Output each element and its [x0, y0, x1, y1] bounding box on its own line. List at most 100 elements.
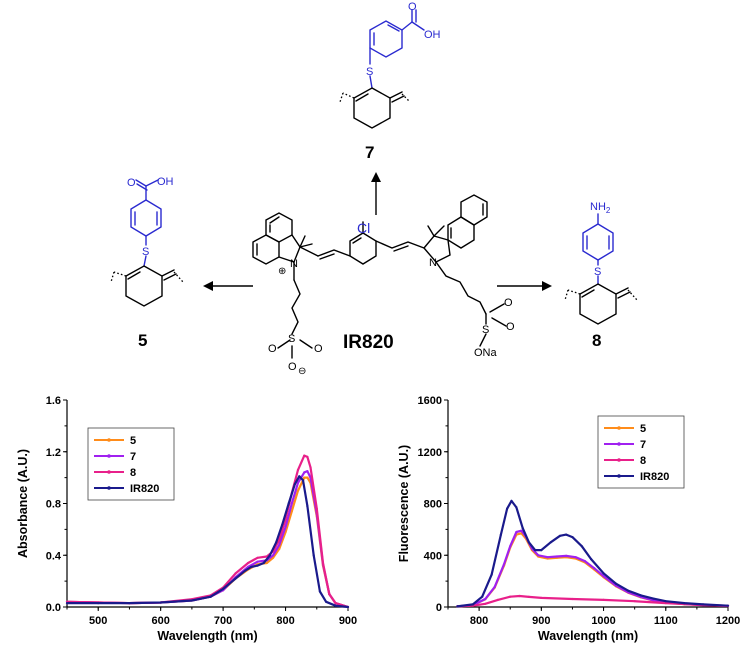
x-tick-label: 900 [339, 615, 357, 627]
data-point [209, 595, 212, 598]
data-point [549, 541, 552, 544]
legend-marker [617, 426, 621, 430]
o-atom-right-2: O [504, 297, 513, 309]
plus-charge: ⊕ [278, 266, 286, 277]
data-point [312, 554, 315, 557]
reaction-arrows [203, 172, 552, 291]
data-point [243, 569, 247, 572]
data-point [303, 476, 306, 479]
c5-o-atom: O [127, 177, 136, 189]
data-point [633, 600, 636, 603]
x-tick-label: 1200 [716, 615, 740, 627]
data-point [325, 600, 328, 603]
s-atom-right: S [482, 324, 489, 336]
n-plus-atom: N [290, 258, 298, 270]
c7-o-atom: O [408, 1, 417, 13]
data-point [602, 598, 605, 601]
data-point [520, 529, 523, 532]
x-tick-label: 1100 [654, 615, 678, 627]
series-line-7 [457, 529, 729, 608]
data-point [521, 527, 524, 530]
data-point [518, 594, 521, 598]
data-point [574, 556, 577, 559]
ir820-label: IR820 [343, 332, 394, 353]
data-point [506, 507, 509, 510]
legend-marker [107, 486, 111, 490]
data-point [278, 543, 281, 546]
c8-nh2-group: NH2 [590, 201, 611, 215]
c7-oh-group: OH [424, 29, 441, 41]
legend-label: 8 [640, 455, 646, 467]
data-point [583, 560, 586, 563]
data-point [65, 602, 69, 605]
data-point [509, 545, 512, 548]
data-point [97, 602, 100, 605]
data-point [614, 582, 618, 585]
data-point [702, 603, 705, 606]
data-point [471, 603, 474, 606]
x-tick-label: 600 [151, 615, 169, 627]
o-atom-left-1: O [268, 343, 277, 355]
y-tick-label: 1200 [418, 447, 442, 459]
data-point [346, 605, 350, 609]
data-point [290, 510, 293, 513]
legend-marker [107, 454, 111, 458]
legend-marker [107, 438, 111, 442]
data-point [664, 600, 667, 603]
data-point [281, 523, 284, 526]
data-point [565, 533, 568, 536]
data-point [515, 506, 518, 509]
data-point [278, 547, 281, 550]
data-point [484, 597, 487, 601]
y-tick-label: 0.0 [46, 602, 61, 614]
data-point [234, 572, 237, 575]
data-point [268, 554, 271, 557]
legend-label: 7 [640, 439, 646, 451]
data-point [496, 598, 499, 601]
y-tick-label: 800 [424, 499, 442, 511]
data-point [571, 597, 574, 601]
data-point [502, 563, 506, 566]
data-point [296, 481, 300, 484]
data-point [265, 561, 268, 565]
compound-5-label: 5 [138, 331, 147, 350]
y-axis-title: Absorbance (A.U.) [16, 449, 30, 558]
data-point [321, 561, 325, 565]
data-point [602, 575, 605, 578]
data-point [272, 554, 275, 557]
c8-nh-text: NH [590, 201, 606, 213]
y-tick-label: 0.4 [46, 550, 62, 562]
y-tick-label: 1.6 [46, 395, 61, 407]
data-point [290, 502, 293, 505]
legend-marker [107, 470, 111, 474]
y-tick-label: 0.8 [46, 499, 61, 511]
data-point [456, 605, 459, 608]
data-point [509, 595, 512, 598]
data-point [590, 558, 593, 561]
data-point [272, 556, 275, 559]
data-point [262, 561, 265, 565]
fluorescence-chart: 800 900 1000 1100 1200 0 400 800 1200 1600 Wavelen… [397, 395, 740, 643]
data-point [540, 596, 543, 599]
data-point [190, 599, 193, 602]
compound-7-label: 7 [365, 143, 374, 162]
x-tick-label: 800 [276, 615, 294, 627]
data-point [493, 585, 496, 588]
data-point [293, 483, 296, 486]
data-point [328, 593, 331, 596]
data-point [315, 507, 318, 510]
data-point [284, 525, 287, 528]
data-point [306, 476, 309, 479]
data-point [510, 499, 513, 502]
data-point [296, 468, 300, 471]
o-atom-right-1: O [506, 321, 515, 333]
data-point [234, 577, 237, 580]
reaction-scheme: Cl N ⊕ N S O O O ⊖ S O O ONa IR820 O OH … [110, 1, 638, 377]
data-point [250, 565, 253, 568]
data-point [159, 601, 162, 604]
c5-s-atom: S [142, 246, 149, 258]
legend-label: IR820 [640, 471, 669, 483]
data-point [515, 530, 518, 534]
legend-marker [617, 474, 621, 478]
legend-label: 8 [130, 467, 136, 479]
